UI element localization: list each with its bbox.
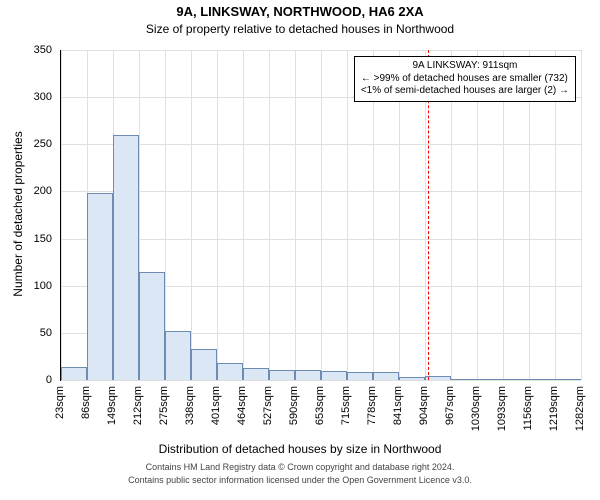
histogram-bar (373, 372, 399, 380)
histogram-bar (503, 379, 529, 380)
y-tick-label: 300 (0, 91, 52, 103)
histogram-bar (217, 363, 243, 380)
x-tick-label: 401sqm (210, 386, 222, 425)
chart-container: 9A, LINKSWAY, NORTHWOOD, HA6 2XA Size of… (0, 0, 600, 500)
x-tick-label: 841sqm (392, 386, 404, 425)
y-tick-label: 100 (0, 280, 52, 292)
histogram-bar (87, 193, 113, 380)
y-tick-label: 0 (0, 374, 52, 386)
annotation-line: <1% of semi-detached houses are larger (… (361, 85, 569, 98)
gridline-h (61, 380, 581, 381)
x-tick-label: 653sqm (314, 386, 326, 425)
x-tick-label: 464sqm (236, 386, 248, 425)
y-tick-label: 200 (0, 185, 52, 197)
histogram-bar (191, 349, 217, 380)
annotation-box: 9A LINKSWAY: 911sqm← >99% of detached ho… (354, 56, 576, 102)
x-tick-label: 590sqm (288, 386, 300, 425)
histogram-bar (243, 368, 269, 380)
x-tick-label: 1219sqm (548, 386, 560, 431)
x-tick-label: 338sqm (184, 386, 196, 425)
histogram-bar (555, 379, 581, 380)
gridline-v (347, 50, 348, 380)
x-tick-label: 778sqm (366, 386, 378, 425)
x-tick-label: 527sqm (262, 386, 274, 425)
histogram-bar (399, 377, 425, 380)
histogram-bar (477, 379, 503, 380)
histogram-bar (321, 371, 347, 380)
histogram-bar (165, 331, 191, 380)
histogram-bar (451, 379, 477, 380)
histogram-bar (529, 379, 555, 380)
chart-title: 9A, LINKSWAY, NORTHWOOD, HA6 2XA (0, 4, 600, 19)
histogram-bar (61, 367, 87, 380)
histogram-bar (139, 272, 165, 380)
x-tick-label: 1093sqm (496, 386, 508, 431)
y-tick-label: 150 (0, 233, 52, 245)
histogram-bar (295, 370, 321, 380)
gridline-v (243, 50, 244, 380)
gridline-v (321, 50, 322, 380)
annotation-line: ← >99% of detached houses are smaller (7… (361, 73, 569, 86)
gridline-v (269, 50, 270, 380)
x-tick-label: 967sqm (444, 386, 456, 425)
x-tick-label: 1282sqm (574, 386, 586, 431)
x-tick-label: 23sqm (54, 386, 66, 419)
y-tick-label: 350 (0, 44, 52, 56)
chart-subtitle: Size of property relative to detached ho… (0, 22, 600, 36)
footer-line-2: Contains public sector information licen… (0, 475, 600, 485)
gridline-v (217, 50, 218, 380)
gridline-v (295, 50, 296, 380)
x-tick-label: 149sqm (106, 386, 118, 425)
x-tick-label: 1030sqm (470, 386, 482, 431)
x-tick-label: 212sqm (132, 386, 144, 425)
gridline-v (581, 50, 582, 380)
footer-line-1: Contains HM Land Registry data © Crown c… (0, 462, 600, 472)
gridline-v (191, 50, 192, 380)
x-axis-label: Distribution of detached houses by size … (0, 442, 600, 456)
x-tick-label: 904sqm (418, 386, 430, 425)
y-tick-label: 50 (0, 327, 52, 339)
gridline-v (61, 50, 62, 380)
y-tick-label: 250 (0, 138, 52, 150)
histogram-bar (347, 372, 373, 380)
histogram-bar (113, 135, 139, 380)
x-tick-label: 715sqm (340, 386, 352, 425)
histogram-bar (269, 370, 295, 380)
x-tick-label: 275sqm (158, 386, 170, 425)
x-tick-label: 86sqm (80, 386, 92, 419)
x-tick-label: 1156sqm (522, 386, 534, 430)
annotation-line: 9A LINKSWAY: 911sqm (361, 60, 569, 73)
